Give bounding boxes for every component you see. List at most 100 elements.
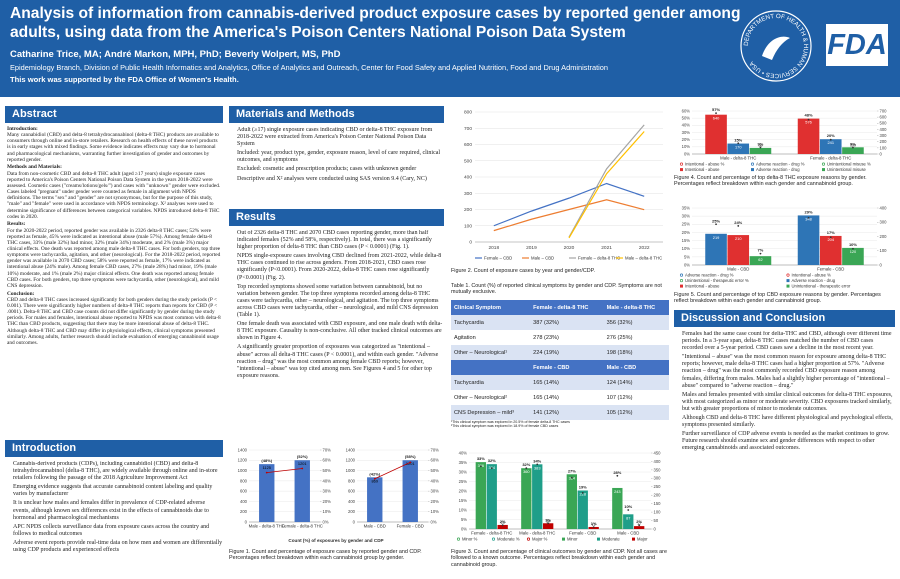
bar	[623, 514, 634, 529]
table-cell: 165 (14%)	[533, 394, 559, 401]
bar	[566, 474, 577, 529]
table-footnote: ²This clinical symptom was explored in 1…	[451, 424, 559, 429]
table-cell: 276 (25%)	[606, 334, 633, 341]
y2-tick-label: 200	[880, 234, 888, 239]
y-tick-label: 0	[245, 519, 248, 524]
bar-count-label: 210	[735, 236, 742, 241]
legend-label: Moderate %	[497, 537, 520, 542]
pct-label: 48%	[805, 113, 813, 118]
pct-label: 17%	[827, 230, 835, 235]
bar-count-label: 640	[713, 116, 720, 121]
bar	[259, 464, 275, 522]
bar-count-label: 204	[828, 237, 835, 242]
bar-count-label: 1125	[263, 465, 271, 470]
y2-tick-label: 100	[880, 145, 888, 150]
pct-marker	[547, 522, 550, 525]
pct-label: (48%)	[261, 458, 272, 463]
y2-tick-label: 30%	[323, 489, 332, 494]
pct-marker	[592, 526, 595, 528]
y2-tick-label: 10%	[431, 509, 440, 514]
legend-label: Female – CBD	[484, 256, 512, 261]
bar-count-label: 228	[580, 491, 587, 496]
y-tick-label: 15%	[682, 238, 691, 243]
table-cell: 107 (12%)	[606, 394, 633, 401]
legend-label: Unintentional misuse	[827, 167, 867, 172]
y-tick-label: 10%	[682, 144, 691, 149]
table-footnotes: ¹This clinical symptom was explored in 2…	[451, 420, 669, 429]
pct-marker	[638, 524, 641, 527]
pct-marker	[759, 252, 762, 255]
legend-marker	[491, 537, 496, 541]
x-tick-label: 2021	[601, 245, 612, 251]
y-tick-label: 5%	[461, 517, 467, 522]
series-line	[568, 124, 645, 238]
authors: Catharine Trice, MA; André Markon, MPH, …	[10, 49, 341, 60]
table-title: Table 1. Count (%) of reported clinical …	[451, 283, 662, 296]
y-tick-label: 30%	[459, 469, 468, 474]
y-tick-label: 400	[348, 499, 356, 504]
bullet: Males and females presented with similar…	[682, 392, 895, 413]
pct-label: 57%	[712, 107, 720, 112]
bar	[634, 526, 645, 529]
pct-marker	[737, 142, 740, 145]
abstract-label: Methods and Materials:	[7, 164, 62, 171]
pct-marker	[737, 225, 740, 227]
bullet: Further surveillance of CDP adverse even…	[682, 431, 895, 452]
pct-label: (42%)	[369, 471, 380, 476]
pct-marker	[570, 476, 573, 479]
y-tick-label: 500	[464, 158, 472, 164]
pct-marker	[852, 247, 854, 250]
x-tick-label: Female - CBD	[569, 531, 596, 536]
y2-tick-label: 600	[880, 115, 888, 120]
y-tick-label: 25%	[459, 479, 468, 484]
bullet: Cannabis-derived products (CDPs), includ…	[13, 461, 223, 482]
abstract-text: Data from non-cosmetic CBD and delta-8 T…	[7, 170, 221, 220]
y-tick-label: 700	[464, 126, 472, 132]
y-tick-label: 40%	[459, 450, 468, 455]
table-header-row: Clinical Symptom Female - delta-8 THC Male…	[451, 300, 669, 315]
abstract-label: Introduction:	[7, 126, 38, 132]
y2-tick-label: 70%	[431, 447, 440, 452]
y-tick-label: 0	[469, 240, 472, 246]
pct-label: 9%	[758, 142, 764, 147]
legend-label: Adverse reaction - drug	[756, 167, 800, 172]
hhs-seal: DEPARTMENT OF HEALTH & HUMAN SERVICES • …	[740, 10, 812, 82]
table-cell: 124 (14%)	[603, 375, 669, 390]
pct-label: 27%	[568, 468, 576, 473]
y2-tick-label: 0	[880, 262, 883, 267]
bar	[612, 487, 623, 529]
legend-label: Unintentional misuse %	[827, 162, 871, 167]
y-tick-label: 20%	[459, 488, 468, 493]
y2-tick-label: 70%	[323, 447, 332, 452]
x-tick-label: Male - CBD	[364, 524, 386, 529]
y2-tick-label: 0	[654, 526, 657, 531]
y-tick-label: 40%	[682, 123, 691, 128]
legend-label: Minor	[567, 537, 578, 542]
bullet: A significantly greater proportion of ex…	[237, 344, 444, 379]
pct-marker	[536, 463, 539, 466]
legend-label: Major %	[532, 537, 548, 542]
table-cell: Other – Neurological²	[454, 394, 508, 401]
pct-label: 10%	[849, 242, 857, 247]
bullet-list: Cannabis-derived products (CDPs), includ…	[5, 461, 223, 554]
bar	[532, 464, 543, 529]
y2-tick-label: 700	[880, 108, 888, 113]
table-cell: 356 (32%)	[603, 315, 669, 330]
figure-caption: Figure 2. Count of exposure cases by yea…	[451, 268, 596, 274]
table-footnote: ¹This clinical symptom was explored in 2…	[451, 420, 570, 424]
table-cell: 387 (32%)	[530, 315, 604, 330]
pct-label: 20%	[827, 133, 835, 138]
bar-count-label: 24	[501, 521, 505, 525]
pct-marker	[715, 112, 717, 115]
pct-label: 10%	[624, 504, 632, 509]
methods-body: Adult (≥17) single exposure cases indica…	[229, 127, 444, 207]
bar-count-label: 87	[626, 515, 630, 520]
bar	[705, 114, 727, 154]
table: Clinical Symptom Female - delta-8 THC Male…	[451, 300, 669, 420]
pct-marker	[715, 223, 717, 226]
table-cell: Agitation	[454, 334, 476, 341]
figure-caption: Figure 1. Count and percentage of exposu…	[229, 549, 422, 562]
table-cell: 165 (14%)	[530, 375, 604, 390]
legend-marker	[526, 537, 531, 541]
series-line	[568, 131, 645, 239]
